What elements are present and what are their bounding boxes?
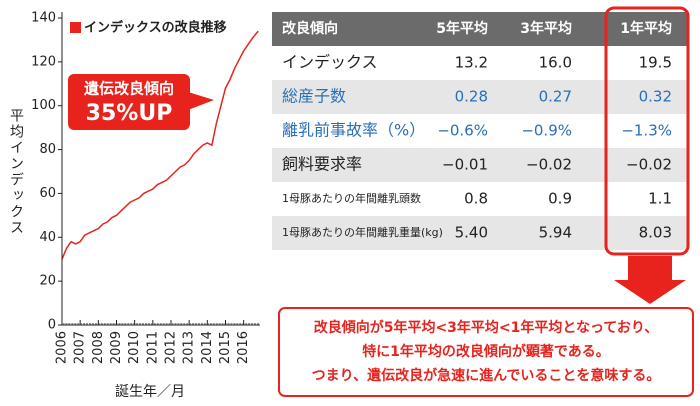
table-cell: 1母豚あたりの年間離乳頭数 [282,191,421,205]
table-cell: −0.9% [521,122,572,140]
x-tick-label: 2013 [182,331,197,364]
x-tick-label: 2011 [145,331,160,364]
table-cell: 0.28 [455,88,488,106]
table-cell: 5.94 [539,224,572,242]
x-tick-label: 2007 [73,331,88,364]
table-cell: 16.0 [539,54,572,72]
table-header-bg [272,12,688,46]
x-tick-label: 2010 [127,331,142,364]
table-cell: −0.01 [442,156,488,174]
x-axis-label: 誕生年／月 [115,384,185,400]
x-tick-label: 2016 [236,331,251,364]
y-tick-label: 20 [39,274,56,289]
y-axis-label: 平均インデックス [8,108,24,236]
table-header: 5年平均 [436,20,488,37]
table-cell: 13.2 [455,54,488,72]
table-header: 改良傾向 [282,20,338,37]
table-cell: −0.6% [437,122,488,140]
table-header: 3年平均 [520,20,572,37]
annotation-box [68,74,190,130]
table-cell: 19.5 [639,54,672,72]
annotation: 35%UP [86,101,173,126]
arrow [614,256,686,304]
table-cell: −0.02 [626,156,672,174]
table-cell: 飼料要求率 [282,155,362,174]
y-tick-label: 40 [39,230,56,245]
y-tick-label: 0 [48,318,56,333]
table-header: 1年平均 [620,20,672,37]
y-tick-label: 120 [31,54,56,69]
table-cell: 0.9 [548,190,572,208]
y-tick-label: 140 [31,11,56,26]
table-cell: 総産子数 [282,87,346,106]
y-tick-label: 100 [31,98,56,113]
y-tick-label: 60 [39,186,56,201]
table-cell: 離乳前事故率（%） [282,121,425,140]
line-series [61,30,259,260]
annotation: 遺伝改良傾向 [83,80,174,98]
note-box [278,307,694,397]
x-tick-label: 2015 [218,331,233,364]
x-tick-label: 2009 [109,331,124,364]
x-tick-label: 2012 [163,331,178,364]
x-tick-label: 2008 [91,331,106,364]
legend-label: インデックスの改良推移 [84,20,227,36]
y-tick-label: 80 [39,142,56,157]
table-cell: −1.3% [621,122,672,140]
highlight-frame [604,6,690,256]
table-cell: 0.8 [464,190,488,208]
table-cell: インデックス [282,53,378,72]
note-line: 改良傾向が5年平均<3年平均<1年平均となっており、 [314,319,659,336]
table-row-bg [272,216,688,250]
table-row-bg [272,80,688,114]
annotation-pointer [188,92,214,110]
x-tick-label: 2006 [55,331,70,364]
note-line: つまり、遺伝改良が急速に進んでいることを意味する。 [312,367,661,384]
table-cell: 1母豚あたりの年間離乳重量(kg) [282,225,443,239]
note-line: 特に1年平均の改良傾向が顕著である。 [362,343,610,360]
table-cell: 1.1 [648,190,672,208]
table-cell: 8.03 [639,224,672,242]
legend-swatch [70,22,81,33]
table-row-bg [272,148,688,182]
table-cell: 0.27 [539,88,572,106]
x-tick-label: 2014 [200,331,215,364]
table-cell: 0.32 [639,88,672,106]
table-cell: −0.02 [526,156,572,174]
table-cell: 5.40 [455,224,488,242]
